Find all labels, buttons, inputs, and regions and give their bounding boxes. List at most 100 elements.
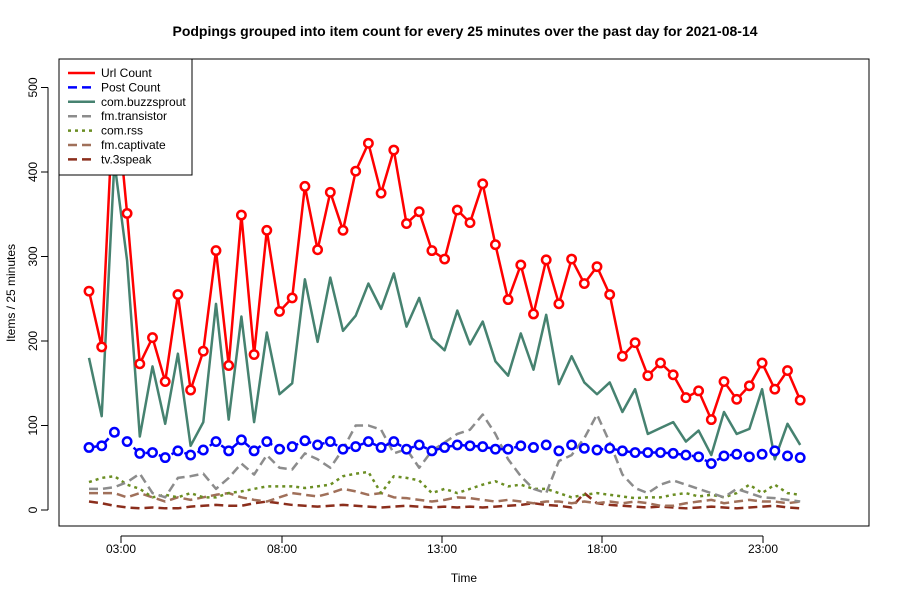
x-tick-label: 18:00: [587, 542, 617, 556]
data-point-url-count: [121, 207, 133, 219]
series-layer: [83, 73, 806, 510]
data-point-post-count: [515, 440, 527, 452]
data-point-url-count: [274, 305, 285, 317]
series-url-count: [83, 73, 806, 426]
series-line-fm-captivate: [89, 487, 801, 508]
data-point-post-count: [96, 440, 108, 452]
data-point-url-count: [83, 285, 95, 297]
x-tick-label: 03:00: [106, 542, 136, 556]
data-point-post-count: [477, 441, 489, 453]
y-tick-label: 400: [26, 162, 40, 182]
y-axis-label: Items / 25 minutes: [4, 244, 18, 342]
data-point-post-count: [261, 436, 273, 448]
data-point-post-count: [464, 440, 476, 452]
data-point-post-count: [274, 443, 285, 455]
x-tick-label: 23:00: [748, 542, 778, 556]
data-point-url-count: [235, 209, 247, 221]
data-point-url-count: [502, 294, 514, 306]
data-point-post-count: [616, 445, 628, 457]
data-point-post-count: [769, 445, 781, 457]
data-point-url-count: [223, 360, 235, 371]
legend-entry-fm-captivate: fm.captivate: [68, 138, 166, 152]
legend-entry-url-count: Url Count: [68, 66, 152, 80]
data-point-url-count: [515, 259, 527, 271]
data-point-post-count: [147, 447, 158, 458]
data-point-post-count: [121, 436, 133, 448]
data-point-post-count: [337, 443, 349, 455]
x-tick-label: 13:00: [427, 542, 457, 556]
data-point-url-count: [591, 261, 603, 273]
data-point-post-count: [286, 441, 298, 453]
data-point-post-count: [197, 444, 209, 456]
data-point-post-count: [629, 447, 641, 458]
x-axis-label: Time: [451, 571, 478, 585]
y-tick-label: 100: [26, 415, 40, 435]
data-point-url-count: [667, 369, 679, 381]
data-point-post-count: [210, 436, 222, 448]
data-point-url-count: [413, 206, 425, 218]
data-point-post-count: [705, 458, 717, 469]
data-point-post-count: [731, 448, 743, 460]
series-line-com-rss: [88, 470, 801, 500]
data-point-url-count: [324, 186, 336, 198]
data-point-post-count: [83, 442, 95, 453]
data-point-url-count: [604, 289, 616, 300]
data-point-post-count: [223, 445, 235, 457]
data-point-post-count: [413, 439, 425, 451]
legend-entry-fm-transistor: fm.transistor: [68, 109, 167, 123]
data-point-url-count: [134, 358, 146, 370]
legend-label: fm.transistor: [101, 109, 167, 123]
data-point-url-count: [426, 245, 438, 257]
data-point-url-count: [185, 384, 197, 396]
data-point-post-count: [782, 450, 793, 462]
y-tick-label: 300: [26, 246, 40, 266]
data-point-url-count: [172, 289, 184, 300]
data-point-url-count: [375, 187, 387, 199]
data-point-url-count: [451, 204, 463, 216]
data-point-url-count: [362, 137, 374, 149]
data-point-post-count: [401, 443, 412, 455]
y-axis: 0 100 200 300 400 500: [26, 77, 49, 513]
data-point-url-count: [489, 239, 501, 251]
data-point-url-count: [553, 298, 565, 310]
data-point-post-count: [502, 443, 514, 455]
data-point-url-count: [464, 217, 476, 229]
data-point-post-count: [439, 442, 451, 453]
data-point-post-count: [756, 448, 768, 460]
data-point-post-count: [108, 426, 120, 438]
x-tick-label: 08:00: [267, 542, 297, 556]
legend-entry-tv-3speak: tv.3speak: [68, 152, 152, 166]
data-point-url-count: [388, 144, 400, 156]
data-point-post-count: [299, 435, 311, 447]
data-point-post-count: [718, 450, 730, 462]
series-com-buzzsprout: [87, 160, 802, 461]
data-point-url-count: [197, 345, 209, 357]
data-point-post-count: [235, 434, 247, 446]
data-point-url-count: [439, 253, 451, 265]
data-point-post-count: [426, 445, 438, 457]
data-point-url-count: [769, 383, 781, 395]
data-point-post-count: [604, 442, 616, 454]
data-point-url-count: [401, 218, 412, 229]
data-point-url-count: [566, 253, 578, 265]
data-point-post-count: [172, 445, 184, 457]
data-point-url-count: [540, 254, 552, 266]
data-point-post-count: [185, 449, 197, 461]
data-point-url-count: [616, 350, 628, 362]
data-point-post-count: [743, 451, 755, 463]
data-point-url-count: [743, 380, 755, 392]
series-line-tv-3speak: [88, 491, 801, 510]
data-point-url-count: [159, 376, 171, 388]
data-point-url-count: [337, 224, 349, 236]
data-point-url-count: [718, 376, 730, 388]
data-point-url-count: [731, 393, 743, 405]
data-point-url-count: [782, 365, 793, 377]
data-point-post-count: [312, 439, 324, 451]
data-point-post-count: [566, 439, 578, 451]
legend-entry-com-rss: com.rss: [68, 124, 143, 138]
legend-label: com.buzzsprout: [101, 95, 186, 109]
data-point-post-count: [489, 443, 501, 455]
data-point-post-count: [794, 452, 806, 464]
data-point-url-count: [350, 165, 362, 177]
